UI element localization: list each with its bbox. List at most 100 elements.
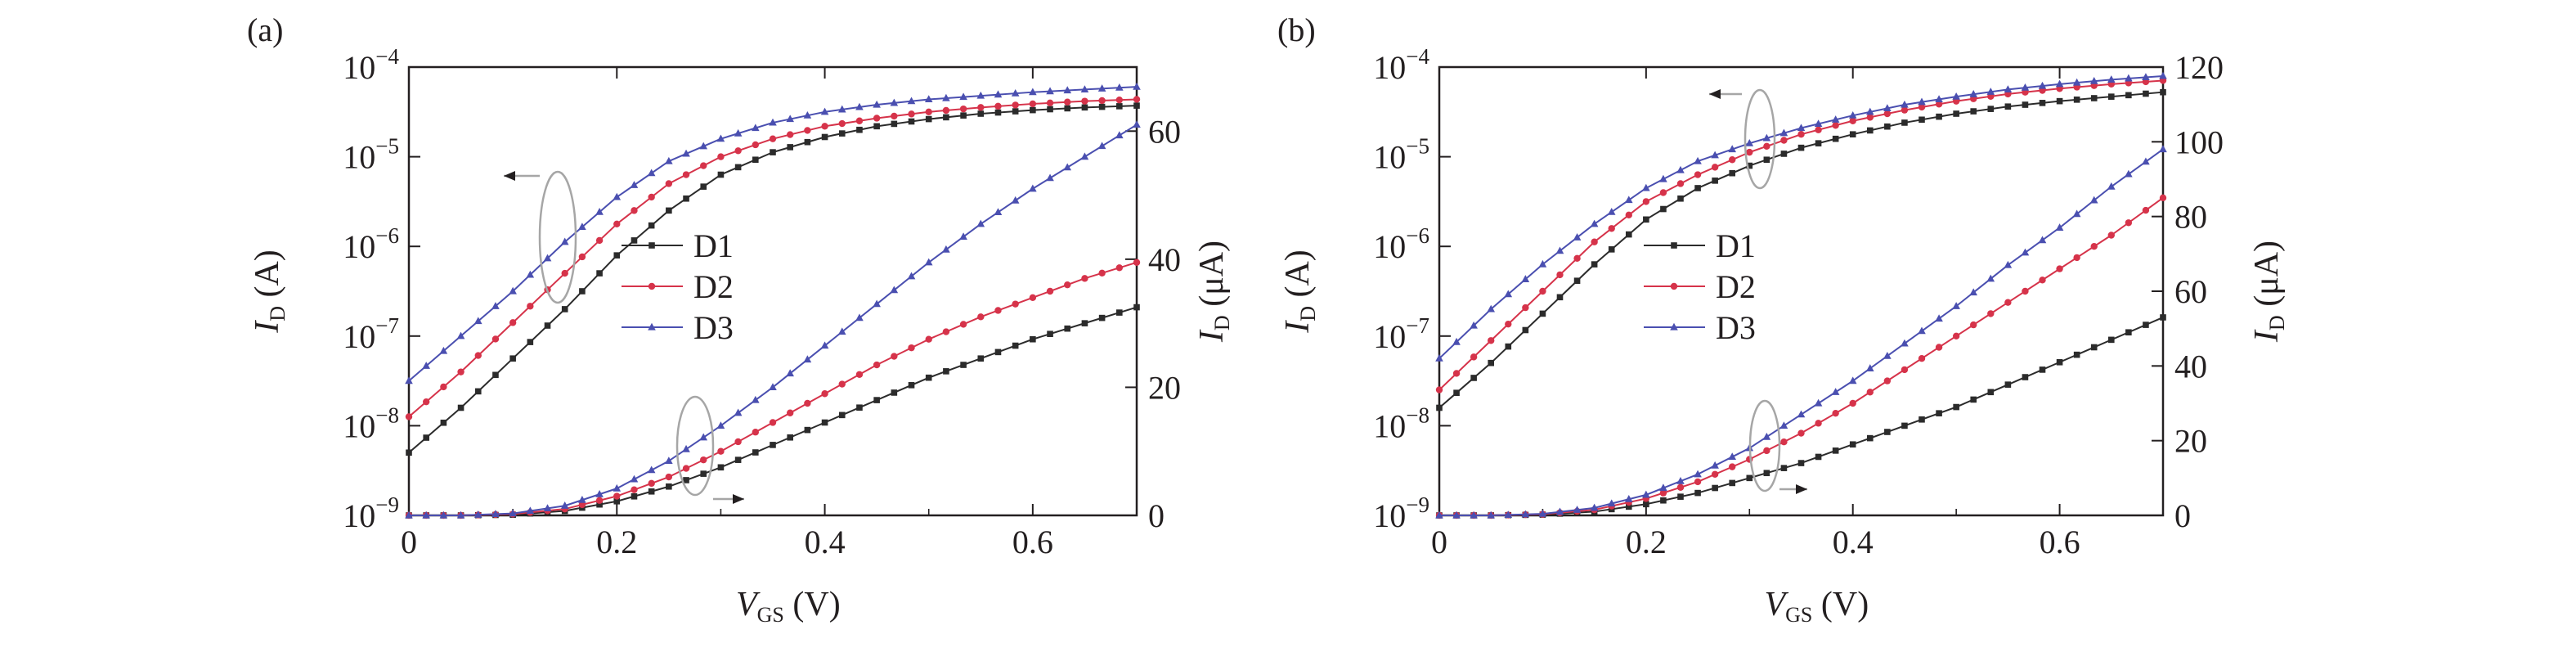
series-log-d3-point [560,237,569,245]
series-linear-d2-point [1970,321,1977,329]
series-linear-d3-point [752,395,760,403]
series-log-d1-point [2125,92,2132,99]
series-linear-d2-point [1918,355,1926,362]
series-log-d3-point [2021,83,2030,91]
series-linear-d3-point [1728,452,1737,461]
series-linear-d2-point [2142,206,2150,214]
series-linear-d1-point [596,501,603,508]
series-log-d2-point [1435,386,1443,393]
series-linear-d2-point [1729,463,1736,470]
series-log-d2-point [440,383,447,391]
series-log-d3-point [786,115,794,123]
series-linear-d3-point [976,219,985,227]
series-linear-d3-point [803,355,812,363]
series-linear-d1-point [1780,465,1788,471]
series-linear-d1-point [2022,374,2029,380]
series-linear-d2-point [648,479,655,488]
series-log-d1-point [1436,404,1443,411]
series-log-d3-point [769,118,777,126]
left-axis-indicator-ellipse [1744,88,1776,190]
series-log-d3-point [1797,124,1806,132]
x-axis-label-unit: (V) [784,586,841,623]
series-log-d1-point [1591,261,1598,268]
y-left-label-unit: (A) [1279,250,1317,306]
series-linear-d1-point [908,382,915,389]
series-log-d1-point [1539,310,1546,317]
series-linear-d1-point [1030,335,1036,343]
y-right-tick-label: 0 [1148,497,1165,534]
series-log-d2-point [1659,189,1667,196]
series-linear-d1-point [1901,422,1908,429]
series-log-d2-point [769,135,777,142]
series-linear-d3-point [1762,432,1771,440]
series-log-d3-point [1538,259,1547,268]
series-linear-d1-point [856,404,863,411]
series-linear-d3-point [837,327,846,335]
series-log-d1-point [770,149,776,155]
series-linear-d2-point [1046,287,1054,295]
y-right-tick-label: 40 [1148,241,1181,278]
series-linear-d3-point [786,369,794,377]
series-linear-d1-point [804,426,811,434]
series-log-d1-point [406,449,412,456]
series-log-d1-point [1694,185,1701,191]
series-log-d1-point [1866,127,1874,134]
series-log-d1-point [873,123,880,130]
series-log-d3-point [976,91,985,99]
series-linear-d2-point [613,492,621,500]
series-log-d2-point [1694,171,1702,178]
series-log-d3-point [924,95,933,103]
series-log-d1-point [1012,108,1019,115]
series-log-d2-point [1470,353,1478,361]
y-left-axis-label: ID (A) [249,250,289,334]
series-log-d3 [1435,71,2167,362]
series-log-d2-point [474,352,482,359]
series-log-d1-point [2143,90,2149,97]
series-linear-d1-point [925,374,932,381]
legend-label-d2: D2 [693,268,734,305]
series-linear-d2-point [1901,366,1909,374]
series-log-d3-point [405,376,413,384]
series-log-d1 [1436,88,2166,411]
series-log-d3-point [907,97,916,105]
series-linear-d3-point [699,433,708,441]
y-left-tick-exponent: −9 [375,492,399,517]
series-log-d1-point [1901,119,1908,126]
series-log-d1-point [579,288,586,295]
series-linear-d1-point [2004,381,2012,388]
series-log-d1-point [544,322,551,329]
series-log-d3-point [699,142,708,150]
series-log-d1-point [1488,359,1495,366]
series-log-d3-point [1865,107,1874,115]
series-log-d3-point [837,105,846,113]
series-log-d3-point [1676,165,1685,173]
series-log-d1-point [1133,102,1140,109]
series-log-d3-point [1952,92,1960,100]
series-log-d2-point [1608,225,1615,232]
series-log-d3-point [630,181,639,188]
series-linear-d3-point [820,341,829,349]
series-log-d3-point [578,223,586,231]
series-linear-d3-point [1080,152,1089,160]
series-linear-d1-point [787,434,793,441]
series-linear-d3-point [1642,490,1650,498]
y-right-tick-label: 20 [2174,423,2207,460]
series-log-d1-point [2056,97,2063,105]
y-right-axis-label: ID (μA) [2248,241,2289,343]
series-linear-d2-point [1883,377,1892,384]
series-linear-d3-point [1029,184,1037,192]
legend-label-d3: D3 [1716,309,1756,346]
series-linear-d1-point [1797,460,1805,466]
series-log-d1-point [596,270,603,277]
series-log-d1-point [787,144,793,151]
y-right-tick-label: 20 [1148,369,1181,406]
series-log-d2-point [1098,97,1106,105]
series-log-d2-point [786,131,794,138]
y-left-tick-exponent: −8 [1406,402,1429,427]
series-log-d1-point [509,355,516,362]
series-log-d3-point [613,192,622,200]
series-log-d3-point [2004,85,2013,92]
series-linear-d3-point [1901,339,1909,347]
series-linear-d1-point [2073,351,2080,358]
